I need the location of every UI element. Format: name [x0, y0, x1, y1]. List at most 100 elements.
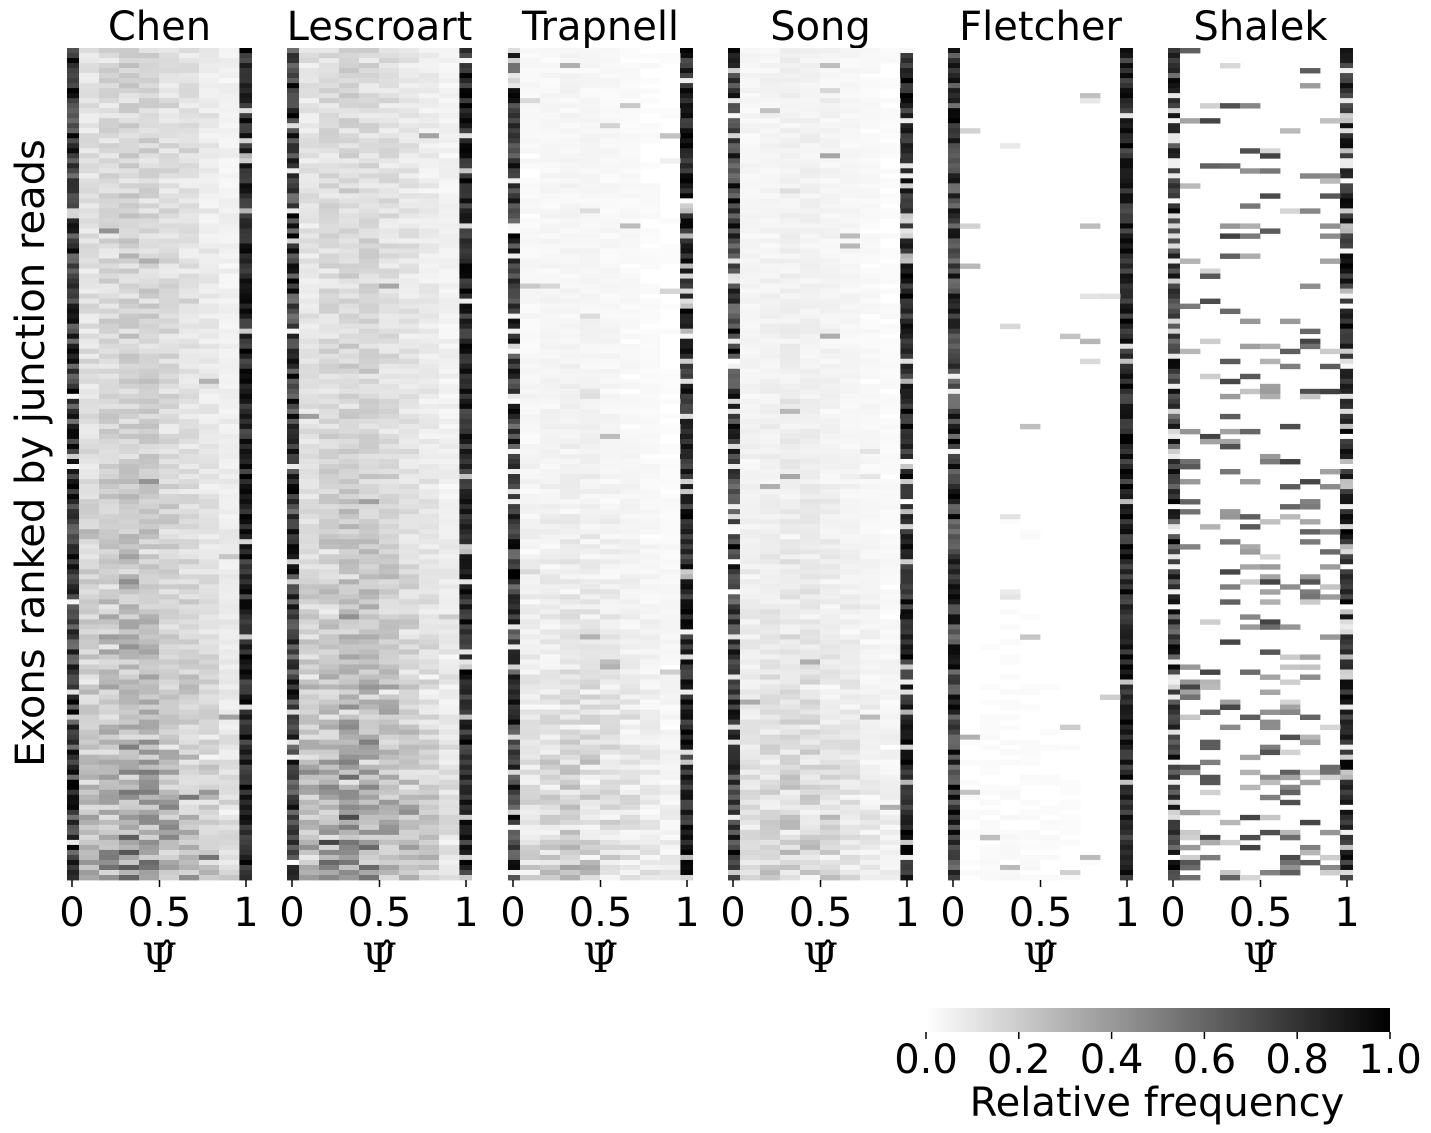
heatmap-cell	[580, 854, 601, 861]
heatmap-cell	[119, 834, 140, 841]
heatmap-cell	[219, 464, 240, 470]
heatmap-cell	[179, 63, 200, 69]
heatmap-cell	[459, 363, 472, 370]
heatmap-cell	[520, 549, 541, 555]
heatmap-cell	[620, 729, 641, 736]
heatmap-cell	[319, 153, 340, 159]
heatmap-cell	[79, 704, 100, 710]
heatmap-cell	[560, 303, 581, 310]
heatmap-cell	[379, 619, 400, 625]
heatmap-cell	[640, 769, 661, 776]
heatmap-cell	[520, 78, 541, 84]
heatmap-cell	[660, 383, 681, 390]
heatmap-cell	[119, 403, 140, 410]
heatmap-cell	[459, 378, 472, 385]
heatmap-cell	[520, 479, 541, 485]
heatmap-cell	[219, 519, 240, 525]
heatmap-cell	[299, 288, 320, 294]
heatmap-cell	[520, 869, 541, 876]
heatmap-cell	[560, 418, 581, 425]
heatmap-cell	[299, 849, 320, 856]
heatmap-cell	[119, 108, 140, 114]
heatmap-cell	[820, 53, 841, 59]
heatmap-cell	[600, 619, 621, 625]
heatmap-cell	[139, 213, 160, 219]
heatmap-cell	[79, 599, 100, 605]
heatmap-cell	[600, 694, 621, 700]
heatmap-cell	[159, 854, 180, 861]
heatmap-cell	[119, 233, 140, 239]
heatmap-cell	[119, 408, 140, 415]
heatmap-cell	[199, 188, 220, 194]
heatmap-cell	[540, 669, 561, 675]
heatmap-cell	[439, 679, 460, 685]
heatmap-cell	[119, 63, 140, 69]
heatmap-cell	[79, 223, 100, 229]
heatmap-cell	[219, 804, 240, 811]
heatmap-cell	[219, 223, 240, 229]
heatmap-cell	[439, 453, 460, 460]
heatmap-cell	[508, 103, 520, 109]
heatmap-cell	[159, 163, 180, 169]
heatmap-cell	[287, 644, 299, 650]
heatmap-cell	[287, 604, 299, 610]
heatmap-cell	[179, 549, 200, 555]
heatmap-cell	[439, 604, 460, 610]
heatmap-cell	[820, 58, 841, 64]
heatmap-cell	[99, 844, 120, 851]
heatmap-cell	[560, 118, 581, 124]
heatmap-cell	[508, 168, 520, 174]
heatmap-cell	[379, 629, 400, 635]
heatmap-cell	[119, 358, 140, 365]
heatmap-cell	[520, 524, 541, 530]
heatmap-cell	[419, 584, 440, 590]
heatmap-cell	[99, 53, 120, 59]
heatmap-cell	[399, 704, 420, 710]
heatmap-cell	[379, 814, 400, 821]
heatmap-cell	[99, 514, 120, 520]
heatmap-cell	[99, 619, 120, 625]
heatmap-cell	[379, 749, 400, 756]
heatmap-cell	[299, 223, 320, 229]
heatmap-cell	[520, 534, 541, 540]
heatmap-cell	[359, 418, 380, 425]
heatmap-cell	[299, 844, 320, 851]
heatmap-cell	[79, 849, 100, 856]
heatmap-cell	[419, 604, 440, 610]
heatmap-cell	[219, 253, 240, 259]
heatmap-cell	[439, 403, 460, 410]
heatmap-cell	[580, 118, 601, 124]
heatmap-cell	[640, 373, 661, 380]
heatmap-cell	[67, 759, 79, 766]
heatmap-cell	[359, 138, 380, 144]
heatmap-cell	[379, 248, 400, 254]
heatmap-cell	[520, 443, 541, 450]
heatmap-cell	[299, 644, 320, 650]
heatmap-cell	[99, 504, 120, 510]
heatmap-cell	[680, 559, 693, 565]
heatmap-cell	[419, 464, 440, 470]
heatmap-cell	[540, 353, 561, 360]
heatmap-cell	[620, 799, 641, 806]
heatmap-cell	[540, 78, 561, 84]
heatmap-cell	[219, 443, 240, 450]
heatmap-cell	[299, 759, 320, 766]
heatmap-cell	[379, 358, 400, 365]
heatmap-cell	[287, 704, 299, 710]
heatmap-cell	[179, 499, 200, 505]
heatmap-cell	[119, 544, 140, 550]
heatmap-cell	[339, 53, 360, 59]
heatmap-cell	[520, 569, 541, 575]
heatmap-cell	[199, 569, 220, 575]
heatmap-cell	[620, 819, 641, 826]
heatmap-cell	[660, 839, 681, 846]
heatmap-cell	[79, 178, 100, 184]
heatmap-cell	[359, 338, 380, 345]
heatmap-cell	[580, 654, 601, 660]
heatmap-cell	[459, 293, 472, 300]
heatmap-cell	[199, 98, 220, 104]
heatmap-cell	[419, 729, 440, 736]
heatmap-cell	[459, 759, 472, 766]
heatmap-cell	[540, 48, 561, 54]
